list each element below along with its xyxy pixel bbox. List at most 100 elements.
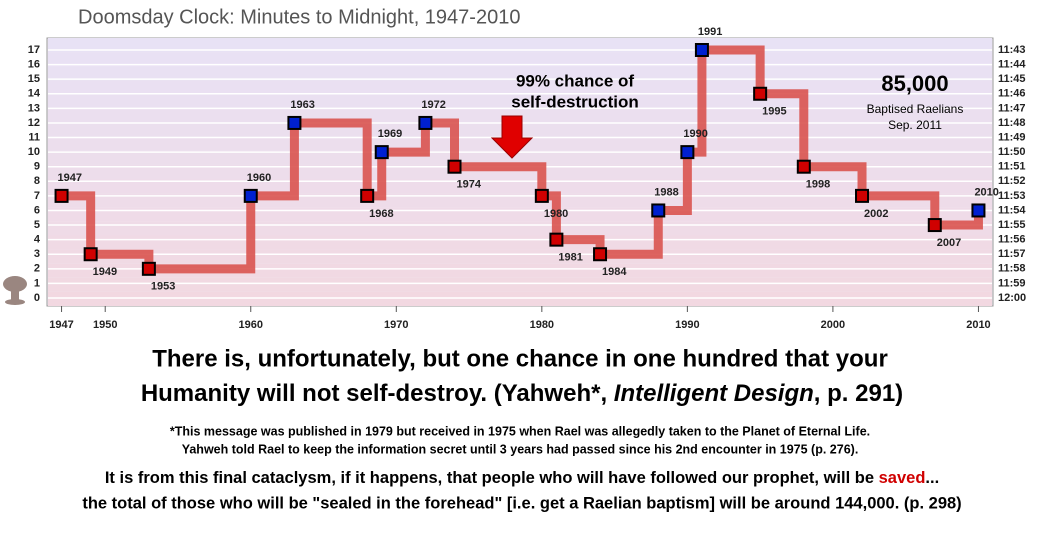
x-tick-label: 2000 [821,319,845,331]
x-tick-label: 1960 [239,319,263,331]
x-tick-label: 1990 [675,319,699,331]
marker [593,247,608,262]
y-tick-label: 4 [34,234,41,246]
x-tick-label: 1950 [93,319,117,331]
y2-tick-label: 11:54 [998,204,1026,216]
callout-text: Baptised Raelians [867,102,964,116]
point-label: 1972 [421,99,445,111]
marker [141,261,156,276]
point-label: 1953 [151,281,175,293]
marker [549,232,564,247]
point-label: 1974 [457,179,482,191]
quote-text: Humanity will not self-destroy. (Yahweh*… [141,380,614,407]
quote-text: , p. 291) [814,380,903,407]
y2-tick-label: 11:49 [998,131,1026,143]
y-tick-label: 0 [34,292,40,304]
quote-line: There is, unfortunately, but one chance … [152,345,888,372]
quote-title: Intelligent Design [614,380,814,407]
point-label: 2010 [974,186,998,198]
annotation: 99% chance of [516,71,634,90]
point-label: 1998 [806,179,830,191]
y2-tick-label: 11:50 [998,146,1026,158]
callout-number: 85,000 [881,71,948,96]
y-tick-label: 7 [34,190,40,202]
point-label: 1981 [558,252,582,264]
step-line [61,45,983,274]
point-label: 1968 [369,208,393,220]
point-label: 1980 [544,208,568,220]
closing-text: It is from this final cataclysm, if it h… [105,469,879,487]
mushroom-icon [3,276,27,305]
y-tick-label: 2 [34,263,40,275]
y2-tick-label: 11:47 [998,102,1026,114]
closing-line: It is from this final cataclysm, if it h… [105,469,939,487]
y-tick-label: 11 [28,131,40,143]
marker [971,203,986,218]
y-tick-label: 6 [34,204,40,216]
y2-tick-label: 11:51 [998,161,1026,173]
stripe [48,164,992,180]
y-tick-label: 17 [28,44,40,56]
y2-tick-label: 11:58 [998,263,1026,275]
callout-text: Sep. 2011 [888,118,942,132]
y2-tick-label: 11:43 [998,44,1026,56]
point-label: 1995 [762,106,786,118]
y2-tick-label: 11:56 [998,234,1026,246]
y2-tick-label: 11:45 [998,73,1026,85]
stripe [48,150,992,165]
marker [83,247,98,262]
marker [651,203,666,218]
marker [54,188,69,203]
y-tick-label: 5 [34,219,40,231]
marker [927,218,942,233]
point-label: 1988 [654,186,678,198]
closing-line: the total of those who will be "sealed i… [82,494,961,512]
point-label: 2002 [864,208,888,220]
y2-tick-label: 11:57 [998,248,1026,260]
y-tick-label: 14 [28,88,41,100]
point-label: 1990 [683,128,707,140]
marker [680,145,695,160]
point-label: 1969 [378,128,402,140]
stripe [48,221,992,236]
stripe [48,207,992,222]
point-label: 1963 [290,99,314,111]
x-tick-label: 2010 [966,319,990,331]
closing-text: ... [925,469,939,487]
annotation-arrow [490,115,534,159]
stripe [48,263,992,278]
marker [534,188,549,203]
stripe [48,277,992,292]
marker [447,159,462,174]
y-tick-label: 8 [34,175,40,187]
stripe [48,235,992,250]
y-tick-label: 1 [34,277,40,289]
y-tick-label: 16 [28,58,40,70]
point-label: 1960 [247,172,271,184]
y-tick-label: 10 [28,146,40,158]
y-tick-label: 15 [28,73,40,85]
x-tick-label: 1947 [49,319,73,331]
marker [374,145,389,160]
x-tick-label: 1970 [384,319,408,331]
marker [243,188,258,203]
marker [694,43,709,57]
quote-line: Humanity will not self-destroy. (Yahweh*… [141,380,903,407]
chart-title: Doomsday Clock: Minutes to Midnight, 194… [78,6,520,28]
y2-tick-label: 11:59 [998,277,1026,289]
marker [287,115,302,130]
stripe [48,179,992,194]
marker [855,188,870,203]
stripes [48,38,992,306]
y2-tick-label: 11:46 [998,88,1026,100]
y2-tick-label: 11:53 [998,190,1026,202]
footnote: Yahweh told Rael to keep the information… [182,442,859,456]
y2-tick-label: 11:52 [998,175,1026,187]
y-tick-label: 13 [28,102,40,114]
y2-tick-label: 12:00 [998,292,1026,304]
footnote: *This message was published in 1979 but … [170,424,870,438]
marker [796,159,811,174]
x-tick-label: 1980 [530,319,554,331]
plot: 0123456789101112131415161712:0011:5911:5… [28,26,1027,331]
